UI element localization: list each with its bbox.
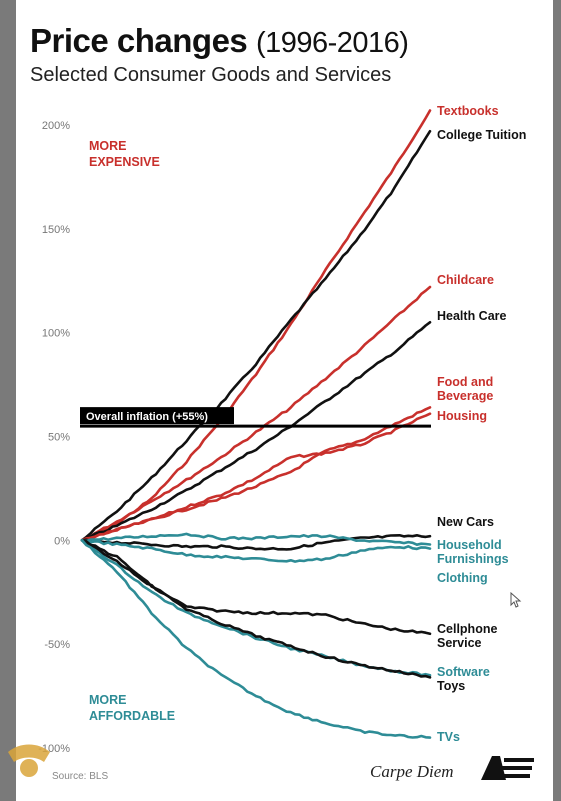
series-line-childcare	[80, 285, 432, 542]
annotations: MORE EXPENSIVE MORE AFFORDABLE Source: BLS AE…	[0, 0, 534, 782]
more-expensive-label: MORE	[89, 139, 127, 153]
brand-text: Carpe Diem	[370, 762, 454, 781]
inflation-label: Overall inflation (+55%)	[86, 411, 208, 423]
series-line-clothing	[80, 538, 432, 563]
y-tick-label: 200%	[42, 120, 70, 132]
more-affordable-label: AFFORDABLE	[89, 709, 175, 723]
y-tick-label: 100%	[42, 328, 70, 340]
series-label-household-furnishings: Furnishings	[437, 552, 509, 566]
series-label-food-and-beverage: Beverage	[437, 389, 493, 403]
chart-subtitle: Selected Consumer Goods and Services	[30, 64, 392, 86]
series-label-childcare: Childcare	[437, 273, 494, 287]
series-line-toys	[80, 538, 432, 679]
chart-card	[16, 0, 553, 801]
watermark-emblem-icon	[8, 744, 50, 777]
series-label-clothing: Clothing	[437, 571, 488, 585]
series-label-cellphone-service: Cellphone	[437, 622, 497, 636]
aei-logo-icon: AEI	[0, 0, 534, 780]
series-label-toys: Toys	[437, 679, 465, 693]
y-axis: 200%150%100%50%0%-50%-100%	[38, 120, 70, 755]
series-label-cellphone-service: Service	[437, 636, 482, 650]
y-tick-label: 50%	[48, 432, 70, 444]
series-label-tvs: TVs	[437, 730, 460, 744]
mouse-cursor-icon	[510, 592, 522, 608]
series-lines	[80, 109, 432, 739]
series-line-health-care	[80, 320, 432, 542]
series-labels: Textbooks College Tuition Childcare Health …	[437, 104, 526, 744]
series-label-food-and-beverage: Food and	[437, 375, 493, 389]
series-line-cellphone-service	[80, 538, 432, 636]
chart-title: Price changes (1996-2016)	[30, 22, 409, 59]
series-label-household-furnishings: Household	[437, 538, 502, 552]
inflation-marker: Overall inflation (+55%)	[80, 407, 431, 428]
series-line-household-furnishings	[80, 532, 432, 547]
series-line-college-tuition	[80, 129, 432, 542]
series-line-textbooks	[80, 109, 432, 542]
y-tick-label: 0%	[54, 535, 70, 547]
chart-title-years: (1996-2016)	[255, 27, 409, 59]
series-label-textbooks: Textbooks	[437, 104, 499, 118]
more-affordable-label: MORE	[89, 693, 127, 707]
series-line-tvs	[80, 538, 432, 739]
more-expensive-label: EXPENSIVE	[89, 155, 160, 169]
series-line-housing	[80, 412, 432, 542]
series-line-new-cars	[80, 533, 432, 551]
series-label-housing: Housing	[437, 409, 487, 423]
series-label-health-care: Health Care	[437, 309, 507, 323]
series-label-college-tuition: College Tuition	[437, 128, 526, 142]
series-label-software: Software	[437, 665, 490, 679]
series-label-new-cars: New Cars	[437, 515, 494, 529]
y-tick-label: 150%	[42, 224, 70, 236]
source-note: Source: BLS	[52, 771, 108, 782]
inflation-label-box	[80, 407, 234, 425]
series-line-software	[80, 538, 432, 677]
aei-logo-text: AEI	[0, 0, 2, 1]
y-tick-label: -50%	[44, 639, 70, 651]
